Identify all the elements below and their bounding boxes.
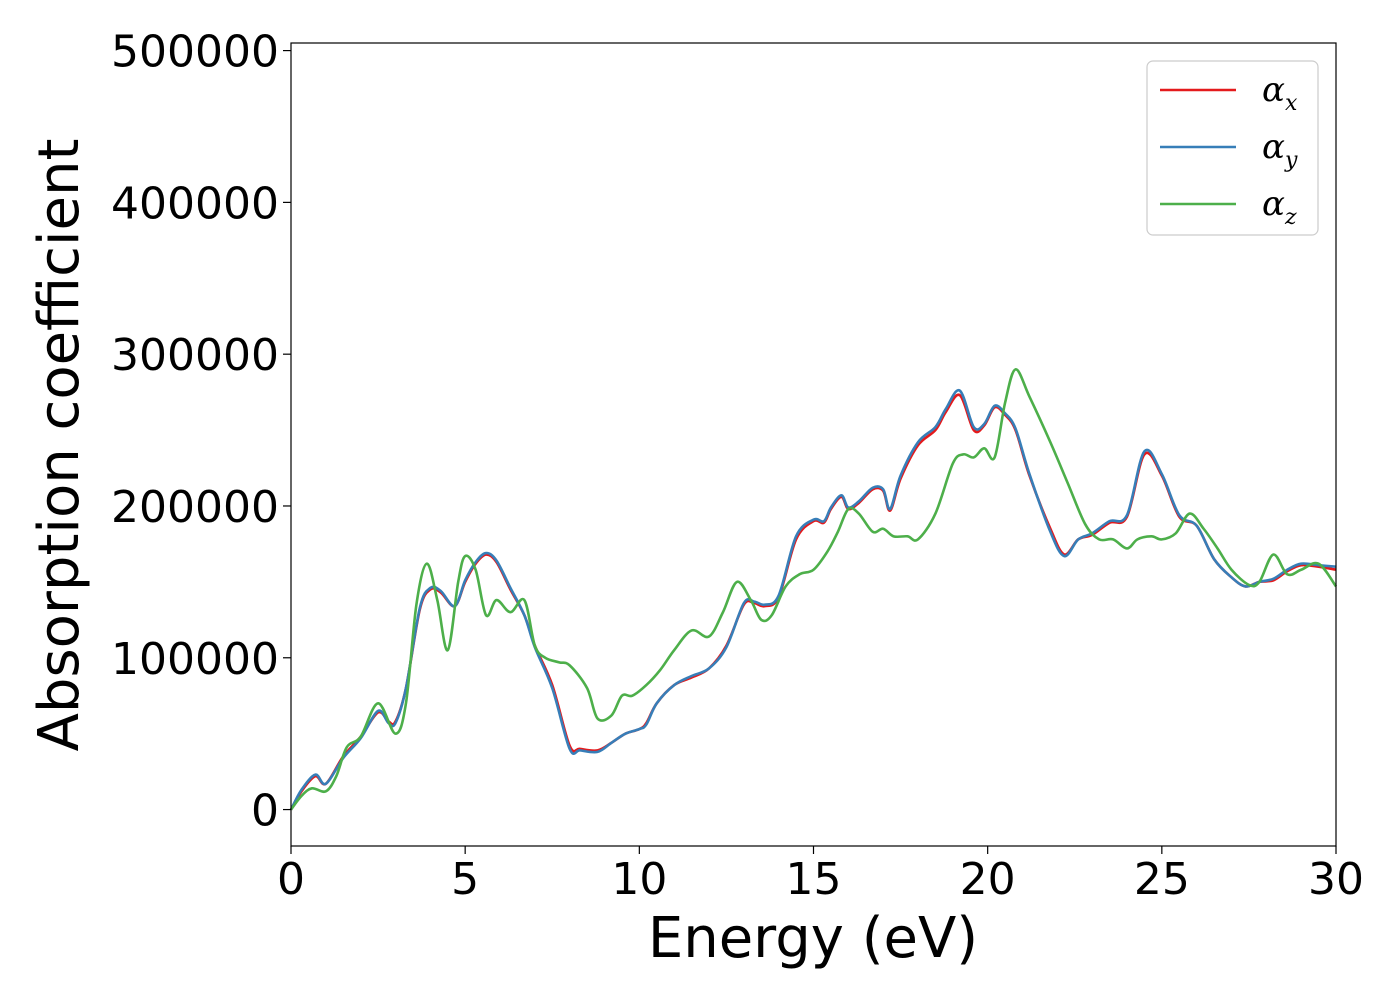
- series-layer: [289, 368, 1338, 811]
- series-line-z: [289, 368, 1338, 811]
- x-tick-label: 20: [960, 854, 1016, 905]
- y-tick-label: 500000: [111, 27, 279, 78]
- y-tick-label: 400000: [111, 178, 279, 229]
- y-tick-label: 200000: [111, 482, 279, 533]
- y-axis-label: Absorption coefficient: [27, 139, 92, 752]
- legend-label-z: αz: [1262, 184, 1297, 230]
- x-tick-label: 30: [1308, 854, 1364, 905]
- x-tick-label: 10: [611, 854, 667, 905]
- x-axis: 0 5 10 15 20 25 30: [277, 846, 1364, 905]
- x-tick-label: 15: [786, 854, 842, 905]
- series-line-y: [289, 388, 1337, 811]
- x-tick-label: 0: [277, 854, 305, 905]
- y-tick-label: 300000: [111, 330, 279, 381]
- legend-label-y: αy: [1262, 127, 1298, 173]
- legend: αx αy αz: [1146, 60, 1319, 236]
- y-axis: 0 100000 200000 300000 400000 500000: [111, 27, 291, 837]
- legend-label-x: αx: [1262, 70, 1298, 116]
- x-axis-label: Energy (eV): [648, 906, 978, 971]
- y-tick-label: 0: [251, 786, 279, 837]
- x-tick-label: 5: [451, 854, 479, 905]
- y-tick-label: 100000: [111, 634, 279, 685]
- x-tick-label: 25: [1134, 854, 1190, 905]
